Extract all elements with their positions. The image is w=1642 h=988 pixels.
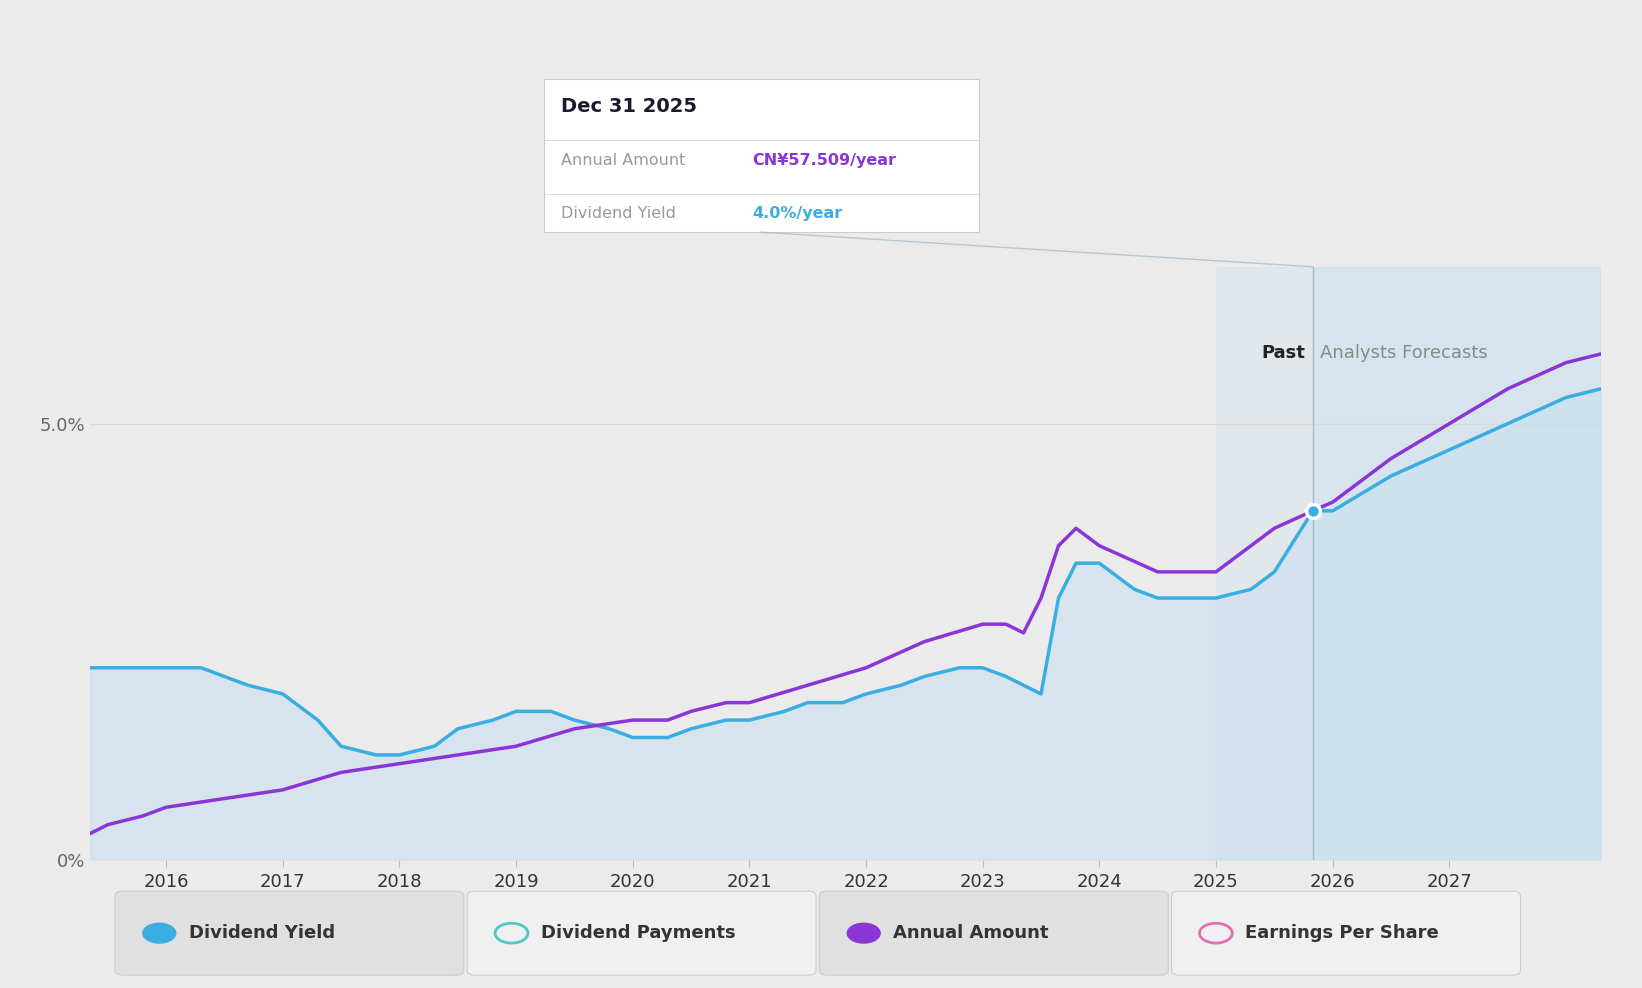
Text: Past: Past (1261, 344, 1305, 362)
Text: Analysts Forecasts: Analysts Forecasts (1320, 344, 1488, 362)
Bar (1314, 267, 1601, 860)
Text: Dividend Yield: Dividend Yield (562, 206, 677, 221)
Text: Annual Amount: Annual Amount (562, 153, 685, 168)
Text: Dec 31 2025: Dec 31 2025 (562, 98, 696, 117)
Bar (1217, 267, 1314, 860)
Text: Dividend Yield: Dividend Yield (189, 924, 335, 943)
Text: 4.0%/year: 4.0%/year (752, 206, 842, 221)
Text: Annual Amount: Annual Amount (893, 924, 1049, 943)
Text: CN¥57.509/year: CN¥57.509/year (752, 153, 897, 168)
Text: Dividend Payments: Dividend Payments (542, 924, 736, 943)
Text: Earnings Per Share: Earnings Per Share (1246, 924, 1438, 943)
